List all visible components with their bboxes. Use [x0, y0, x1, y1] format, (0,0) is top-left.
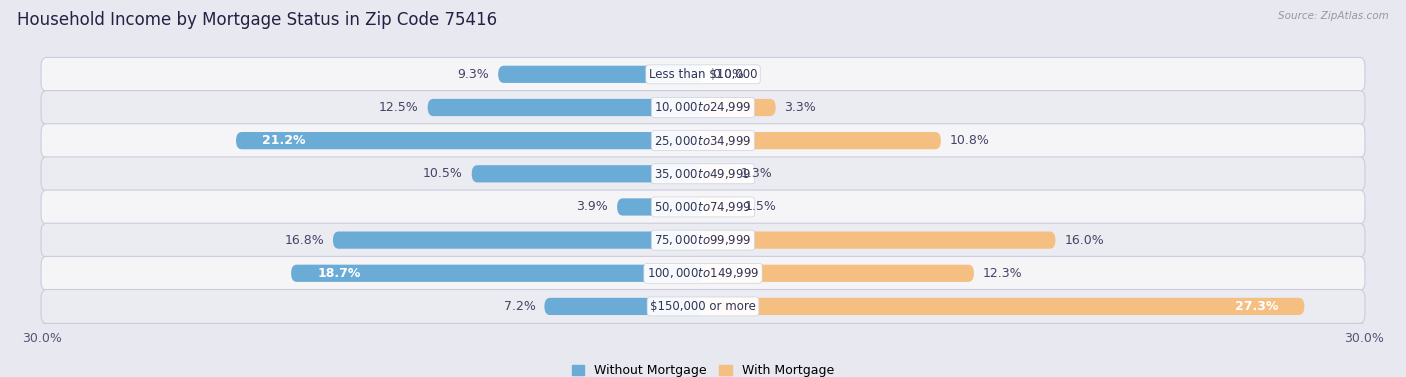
FancyBboxPatch shape [703, 265, 974, 282]
Text: Source: ZipAtlas.com: Source: ZipAtlas.com [1278, 11, 1389, 21]
FancyBboxPatch shape [544, 298, 703, 315]
Text: 21.2%: 21.2% [263, 134, 307, 147]
Text: Household Income by Mortgage Status in Zip Code 75416: Household Income by Mortgage Status in Z… [17, 11, 496, 29]
Text: 27.3%: 27.3% [1234, 300, 1278, 313]
Text: Less than $10,000: Less than $10,000 [648, 68, 758, 81]
Text: 10.8%: 10.8% [949, 134, 990, 147]
Text: $25,000 to $34,999: $25,000 to $34,999 [654, 134, 752, 148]
FancyBboxPatch shape [471, 165, 703, 182]
FancyBboxPatch shape [333, 231, 703, 249]
FancyBboxPatch shape [41, 157, 1365, 191]
FancyBboxPatch shape [703, 99, 776, 116]
Legend: Without Mortgage, With Mortgage: Without Mortgage, With Mortgage [567, 359, 839, 377]
Text: 16.0%: 16.0% [1064, 234, 1104, 247]
Text: 10.5%: 10.5% [423, 167, 463, 180]
Text: 3.3%: 3.3% [785, 101, 817, 114]
FancyBboxPatch shape [703, 231, 1056, 249]
Text: 0.0%: 0.0% [711, 68, 744, 81]
FancyBboxPatch shape [41, 57, 1365, 91]
FancyBboxPatch shape [498, 66, 703, 83]
FancyBboxPatch shape [41, 190, 1365, 224]
FancyBboxPatch shape [41, 223, 1365, 257]
FancyBboxPatch shape [703, 298, 1305, 315]
Text: 1.5%: 1.5% [745, 201, 776, 213]
Text: $100,000 to $149,999: $100,000 to $149,999 [647, 266, 759, 280]
Text: 9.3%: 9.3% [457, 68, 489, 81]
Text: 16.8%: 16.8% [284, 234, 325, 247]
FancyBboxPatch shape [703, 165, 731, 182]
FancyBboxPatch shape [427, 99, 703, 116]
FancyBboxPatch shape [703, 132, 941, 149]
Text: $10,000 to $24,999: $10,000 to $24,999 [654, 101, 752, 115]
FancyBboxPatch shape [41, 290, 1365, 323]
Text: $35,000 to $49,999: $35,000 to $49,999 [654, 167, 752, 181]
Text: 3.9%: 3.9% [576, 201, 609, 213]
Text: 1.3%: 1.3% [741, 167, 772, 180]
FancyBboxPatch shape [41, 90, 1365, 124]
Text: $75,000 to $99,999: $75,000 to $99,999 [654, 233, 752, 247]
Text: 12.5%: 12.5% [380, 101, 419, 114]
Text: 18.7%: 18.7% [318, 267, 361, 280]
Text: $150,000 or more: $150,000 or more [650, 300, 756, 313]
FancyBboxPatch shape [291, 265, 703, 282]
Text: $50,000 to $74,999: $50,000 to $74,999 [654, 200, 752, 214]
FancyBboxPatch shape [41, 256, 1365, 290]
Text: 7.2%: 7.2% [503, 300, 536, 313]
FancyBboxPatch shape [41, 124, 1365, 158]
FancyBboxPatch shape [703, 198, 737, 216]
Text: 12.3%: 12.3% [983, 267, 1022, 280]
FancyBboxPatch shape [236, 132, 703, 149]
FancyBboxPatch shape [617, 198, 703, 216]
